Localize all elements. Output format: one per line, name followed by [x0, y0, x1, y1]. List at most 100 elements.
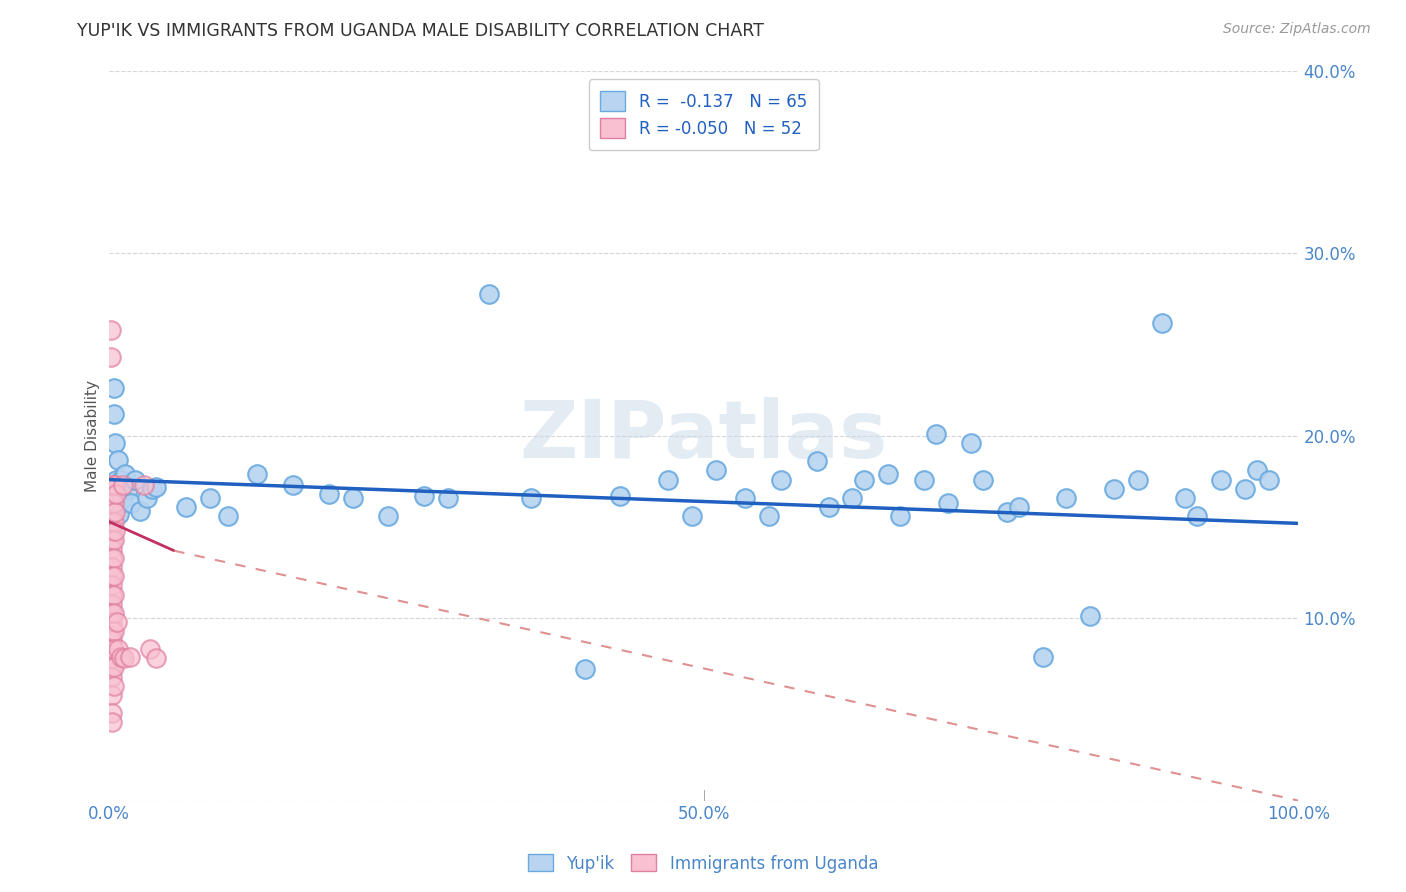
Point	[283, 478, 305, 492]
Point	[841, 491, 863, 505]
Y-axis label: Male Disability: Male Disability	[86, 380, 100, 491]
Point	[103, 407, 125, 421]
Text: Source: ZipAtlas.com: Source: ZipAtlas.com	[1223, 22, 1371, 37]
Point	[112, 478, 135, 492]
Point	[105, 615, 128, 629]
Text: YUP'IK VS IMMIGRANTS FROM UGANDA MALE DISABILITY CORRELATION CHART: YUP'IK VS IMMIGRANTS FROM UGANDA MALE DI…	[77, 22, 765, 40]
Point	[110, 485, 132, 500]
Point	[101, 615, 124, 629]
Point	[120, 649, 142, 664]
Point	[318, 487, 340, 501]
Point	[734, 491, 756, 505]
Point	[103, 551, 125, 566]
Point	[1126, 473, 1149, 487]
Point	[342, 491, 364, 505]
Point	[1257, 473, 1279, 487]
Point	[758, 509, 780, 524]
Point	[1174, 491, 1197, 505]
Point	[853, 473, 876, 487]
Legend: R =  -0.137   N = 65, R = -0.050   N = 52: R = -0.137 N = 65, R = -0.050 N = 52	[589, 79, 818, 150]
Point	[995, 505, 1018, 519]
Point	[1102, 482, 1125, 496]
Point	[101, 487, 124, 501]
Point	[1246, 463, 1268, 477]
Point	[107, 498, 129, 512]
Point	[217, 509, 239, 524]
Point	[107, 642, 129, 657]
Point	[112, 491, 135, 505]
Point	[101, 651, 124, 665]
Point	[141, 482, 163, 496]
Point	[101, 706, 124, 720]
Point	[103, 606, 125, 620]
Point	[1008, 500, 1031, 514]
Point	[101, 606, 124, 620]
Point	[101, 578, 124, 592]
Point	[103, 381, 125, 395]
Point	[101, 480, 124, 494]
Point	[574, 662, 596, 676]
Point	[769, 473, 792, 487]
Point	[101, 515, 124, 529]
Point	[103, 515, 125, 529]
Point	[704, 463, 727, 477]
Point	[972, 473, 994, 487]
Point	[114, 467, 136, 482]
Point	[135, 491, 157, 505]
Point	[806, 454, 828, 468]
Point	[104, 478, 127, 492]
Point	[103, 588, 125, 602]
Point	[1150, 316, 1173, 330]
Point	[912, 473, 935, 487]
Point	[103, 624, 125, 638]
Point	[101, 505, 124, 519]
Point	[101, 670, 124, 684]
Point	[101, 597, 124, 611]
Point	[101, 541, 124, 556]
Point	[101, 588, 124, 602]
Point	[657, 473, 679, 487]
Point	[103, 660, 125, 674]
Point	[877, 467, 900, 482]
Point	[174, 500, 197, 514]
Point	[101, 715, 124, 730]
Point	[437, 491, 460, 505]
Point	[100, 351, 122, 365]
Point	[1032, 649, 1054, 664]
Point	[108, 508, 131, 522]
Point	[609, 489, 631, 503]
Point	[101, 496, 124, 510]
Point	[924, 427, 946, 442]
Point	[103, 478, 125, 492]
Point	[103, 642, 125, 657]
Point	[104, 436, 127, 450]
Point	[1211, 473, 1233, 487]
Point	[889, 509, 911, 524]
Point	[377, 509, 399, 524]
Point	[520, 491, 543, 505]
Point	[145, 651, 167, 665]
Point	[681, 509, 703, 524]
Point	[100, 323, 122, 337]
Point	[104, 524, 127, 538]
Point	[101, 633, 124, 648]
Point	[112, 651, 135, 665]
Point	[101, 688, 124, 702]
Point	[110, 649, 132, 664]
Point	[1056, 491, 1078, 505]
Point	[246, 467, 269, 482]
Point	[120, 496, 142, 510]
Point	[101, 560, 124, 574]
Point	[101, 551, 124, 566]
Point	[134, 478, 156, 492]
Point	[960, 436, 983, 450]
Point	[101, 642, 124, 657]
Point	[1078, 609, 1101, 624]
Point	[104, 505, 127, 519]
Point	[124, 473, 146, 487]
Point	[413, 489, 436, 503]
Point	[101, 624, 124, 638]
Point	[103, 569, 125, 583]
Point	[105, 491, 128, 505]
Point	[101, 660, 124, 674]
